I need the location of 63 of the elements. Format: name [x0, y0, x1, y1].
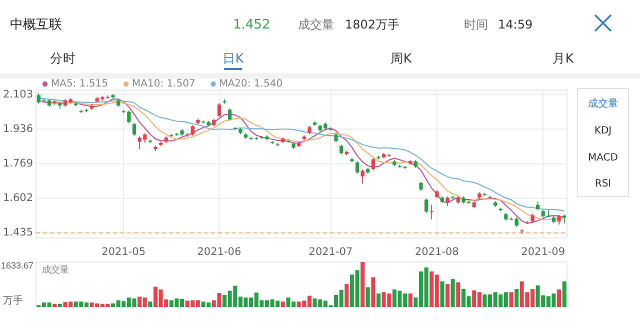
- candlestick: [340, 144, 344, 155]
- text: RSI: [594, 178, 612, 190]
- candlestick: [557, 214, 561, 225]
- text: 月K: [552, 50, 574, 66]
- x-tick-label: 2021-09: [521, 246, 566, 258]
- candlestick: [424, 198, 428, 214]
- text: 1.452: [233, 18, 270, 33]
- y-tick-label: 1.435: [2, 226, 33, 239]
- bar: [52, 304, 57, 307]
- text: KDJ: [594, 126, 612, 137]
- bar: [450, 279, 455, 307]
- text: 1633.67: [1, 260, 34, 270]
- bar: [562, 281, 566, 307]
- legend-label: MA20: 1.540: [219, 78, 283, 90]
- x-tick-label: 2021-07: [308, 246, 353, 258]
- y-tick-label: 1.602: [2, 192, 33, 204]
- annotation: 成交量: [42, 264, 69, 276]
- candlestick: [132, 122, 136, 136]
- bar: [371, 277, 376, 307]
- candlestick: [228, 108, 232, 122]
- candlestick: [419, 181, 423, 192]
- candlestick: [334, 132, 338, 143]
- text: 1802万手: [345, 17, 400, 32]
- text: 成交量: [298, 17, 334, 32]
- text: 万手: [3, 294, 23, 307]
- bar: [344, 284, 349, 307]
- x-tick-label: 2021-08: [414, 246, 459, 258]
- bar: [514, 289, 519, 307]
- candlestick: [190, 124, 194, 136]
- text: 14:59: [498, 17, 533, 32]
- bar: [280, 302, 285, 307]
- bar: [58, 304, 62, 307]
- bar: [557, 289, 562, 307]
- bar: [360, 262, 365, 307]
- candlestick: [371, 158, 375, 171]
- bar: [446, 284, 450, 307]
- candlestick: [562, 214, 566, 224]
- y-tick-label: 1.769: [2, 158, 33, 170]
- candlestick: [360, 169, 364, 184]
- text: MACD: [588, 152, 618, 164]
- legend-label: MA10: 1.507: [132, 78, 196, 90]
- x-tick-label: 2021-05: [102, 246, 146, 258]
- chart-title: 中概互联: [10, 18, 62, 33]
- x-tick-label: 2021-06: [197, 246, 242, 258]
- text: 成交量: [588, 98, 618, 110]
- text: 日K: [222, 50, 244, 66]
- bar: [456, 282, 460, 307]
- bar: [366, 287, 370, 307]
- y-tick-label: 1.936: [2, 122, 34, 135]
- candlestick: [355, 160, 360, 174]
- candlestick: [446, 196, 450, 206]
- bar: [440, 281, 444, 307]
- text: 周K: [390, 50, 412, 66]
- legend-label: MA5: 1.515: [51, 78, 108, 90]
- candlestick: [514, 217, 518, 228]
- text: 分时: [50, 50, 76, 66]
- candlestick: [217, 102, 221, 118]
- bar: [376, 294, 380, 307]
- y-tick-label: 2.103: [2, 88, 33, 100]
- bar: [408, 294, 412, 307]
- text: 时间: [464, 17, 488, 32]
- bar: [148, 302, 152, 307]
- candlestick: [430, 204, 434, 220]
